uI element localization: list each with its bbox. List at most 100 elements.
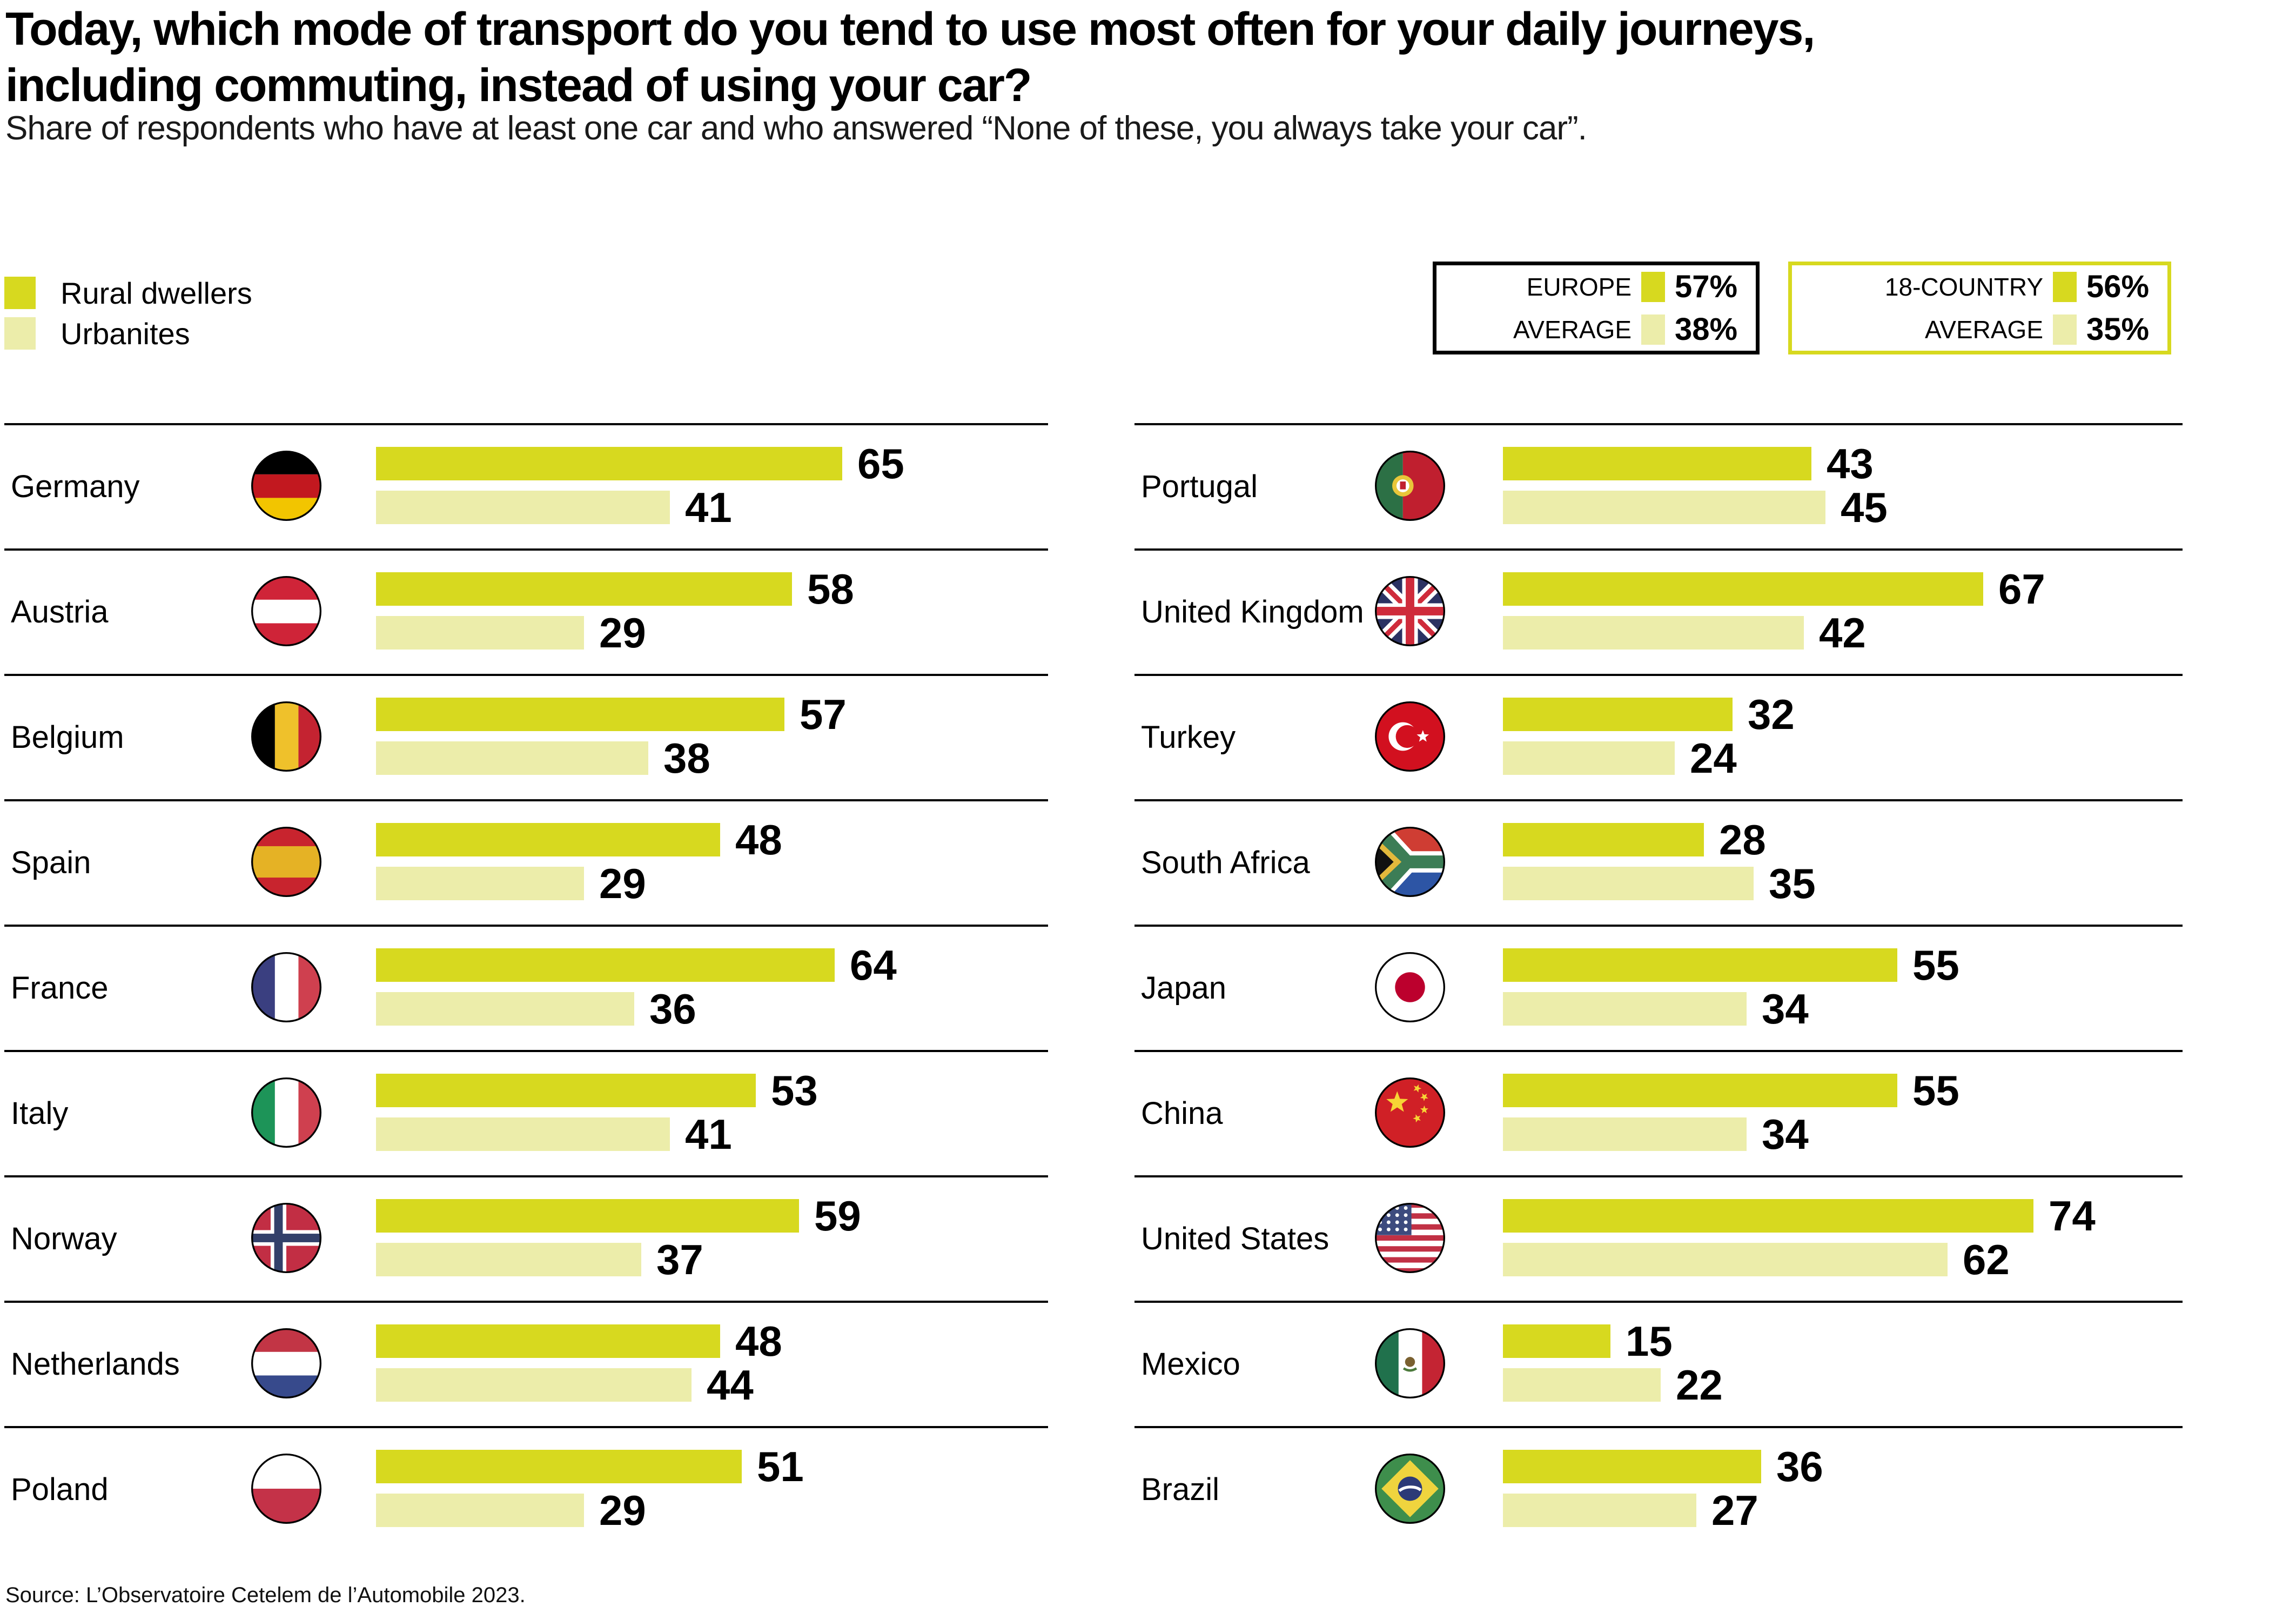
flag-southafrica-icon [1374, 826, 1446, 898]
urban-bar [376, 491, 670, 524]
urban-bar [1503, 1368, 1661, 1402]
urbanites-legend-label: Urbanites [61, 316, 190, 351]
rural-value-label: 32 [1748, 691, 1795, 738]
country-label: Austria [11, 594, 109, 630]
urban-bar [376, 1243, 641, 1276]
urban-bar [1503, 1494, 1696, 1527]
urbanites-swatch-icon [4, 317, 36, 350]
flag-portugal-icon [1374, 450, 1446, 521]
rural-bar [1503, 1074, 1897, 1107]
country-row-japan: Japan 55 34 [1134, 925, 2183, 1050]
rural-bar [376, 1074, 756, 1107]
country-label: Japan [1141, 970, 1227, 1006]
urban-value-label: 36 [649, 985, 696, 1033]
urban-bar [376, 616, 584, 650]
18-country-average-label-line2: AVERAGE [1925, 315, 2043, 344]
urban-value-label: 24 [1690, 734, 1737, 782]
urban-value-label: 29 [599, 860, 646, 907]
country-label: South Africa [1141, 845, 1310, 880]
flag-brazil-icon [1374, 1453, 1446, 1524]
urban-value-label: 41 [685, 484, 732, 531]
urban-value-label: 35 [1769, 860, 1816, 907]
rural-bar [376, 1324, 720, 1358]
flag-poland-icon [251, 1453, 322, 1524]
urban-bar [1503, 992, 1747, 1026]
flag-us-icon [1374, 1202, 1446, 1274]
country-row-us: United States 74 62 [1134, 1175, 2183, 1301]
flag-uk-icon [1374, 575, 1446, 647]
rural-value-label: 43 [1827, 440, 1874, 487]
urban-bar [1503, 491, 1825, 524]
urban-value-label: 34 [1762, 1110, 1809, 1158]
urban-value-label: 62 [1963, 1236, 2010, 1283]
rural-bar [1503, 572, 1983, 606]
18-country-average-rural-value: 56% [2086, 269, 2150, 304]
18-country-average-urban-row: AVERAGE 35% [1804, 311, 2156, 347]
source-note: Source: L’Observatoire Cetelem de l’Auto… [5, 1583, 526, 1607]
country-label: United Kingdom [1141, 594, 1364, 630]
flag-turkey-icon [1374, 701, 1446, 772]
country-label: Germany [11, 468, 140, 504]
country-row-portugal: Portugal 43 45 [1134, 423, 2183, 548]
rural-value-label: 55 [1912, 1067, 1959, 1114]
flag-mexico-icon [1374, 1328, 1446, 1399]
flag-netherlands-icon [251, 1328, 322, 1399]
rural-value-label: 53 [771, 1067, 818, 1114]
country-row-southafrica: South Africa 28 35 [1134, 799, 2183, 925]
country-row-austria: Austria 58 29 [4, 548, 1048, 674]
flag-norway-icon [251, 1202, 322, 1274]
rural-bar [1503, 698, 1733, 731]
country-row-china: China 55 34 [1134, 1050, 2183, 1175]
rural-legend-label: Rural dwellers [61, 276, 252, 310]
country-row-turkey: Turkey 32 24 [1134, 674, 2183, 799]
urban-value-label: 29 [599, 1487, 646, 1534]
rural-value-label: 58 [807, 565, 854, 613]
rural-bar [376, 1450, 742, 1483]
flag-germany-icon [251, 450, 322, 521]
urban-value-label: 29 [599, 609, 646, 657]
country-row-brazil: Brazil 36 27 [1134, 1426, 2183, 1551]
rural-value-label: 15 [1626, 1317, 1673, 1365]
urban-bar [376, 1117, 670, 1151]
rural-value-label: 28 [1719, 816, 1766, 863]
europe-average-urban-value: 38% [1675, 312, 1738, 347]
rural-bar [376, 823, 720, 856]
flag-china-icon [1374, 1077, 1446, 1148]
rural-bar [1503, 948, 1897, 982]
legend-item-rural: Rural dwellers [4, 276, 252, 310]
country-row-germany: Germany 65 41 [4, 423, 1048, 548]
country-label: France [11, 970, 109, 1006]
country-label: China [1141, 1095, 1223, 1131]
urban-bar [376, 1494, 584, 1527]
rural-bar [1503, 1324, 1610, 1358]
country-row-mexico: Mexico 15 22 [1134, 1301, 2183, 1426]
country-row-poland: Poland 51 29 [4, 1426, 1048, 1551]
rural-value-label: 51 [757, 1443, 804, 1490]
rural-value-label: 64 [850, 941, 897, 989]
18-country-average-urban-value: 35% [2086, 312, 2150, 347]
flag-japan-icon [1374, 952, 1446, 1023]
country-row-uk: United Kingdom 67 42 [1134, 548, 2183, 674]
europe-average-rural-value: 57% [1675, 269, 1738, 304]
rural-bar [376, 572, 792, 606]
18-country-average-rural-row: 18-COUNTRY 56% [1804, 269, 2156, 305]
urban-value-label: 37 [656, 1236, 703, 1283]
country-label: Brazil [1141, 1471, 1220, 1507]
urban-bar [376, 741, 648, 775]
urban-bar [376, 867, 584, 900]
country-label: United States [1141, 1221, 1330, 1256]
18-country-average-rural-swatch-icon [2053, 271, 2077, 302]
urban-value-label: 45 [1841, 484, 1888, 531]
rural-value-label: 65 [857, 440, 904, 487]
urban-bar [1503, 616, 1804, 650]
urban-bar [1503, 741, 1675, 775]
europe-average-box: EUROPE 57% AVERAGE 38% [1433, 262, 1760, 354]
urban-value-label: 44 [707, 1361, 754, 1409]
flag-spain-icon [251, 826, 322, 898]
urban-value-label: 42 [1819, 609, 1866, 657]
rural-value-label: 55 [1912, 941, 1959, 989]
rural-bar [376, 1199, 799, 1233]
rural-bar [376, 698, 784, 731]
urban-value-label: 34 [1762, 985, 1809, 1033]
country-label: Norway [11, 1221, 117, 1256]
